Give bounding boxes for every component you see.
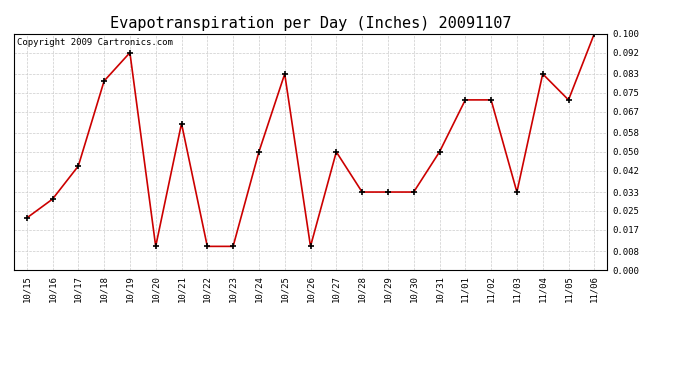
Text: Copyright 2009 Cartronics.com: Copyright 2009 Cartronics.com xyxy=(17,39,172,48)
Title: Evapotranspiration per Day (Inches) 20091107: Evapotranspiration per Day (Inches) 2009… xyxy=(110,16,511,31)
